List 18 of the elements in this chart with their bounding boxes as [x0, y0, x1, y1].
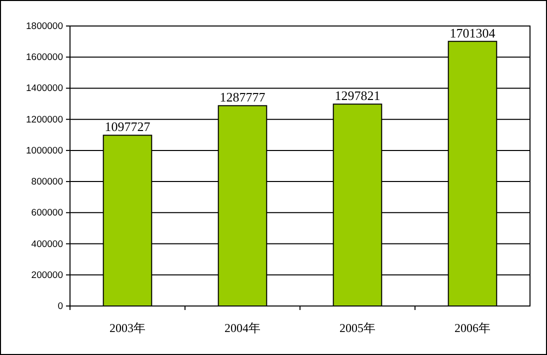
y-tick-label: 800000: [31, 176, 63, 188]
data-label: 1701304: [450, 25, 496, 40]
x-tick-label: 2005年: [340, 321, 376, 335]
x-tick-label: 2004年: [224, 321, 260, 335]
data-label: 1297821: [334, 88, 380, 104]
y-tick-label: 1400000: [26, 83, 63, 94]
y-tick-label: 1200000: [26, 114, 63, 126]
x-tick-label: 2006年: [454, 321, 490, 335]
y-tick-label: 200000: [31, 270, 63, 281]
y-tick-label: 1600000: [26, 52, 63, 64]
data-label: 1287777: [220, 90, 266, 105]
y-tick-label: 1800000: [26, 21, 63, 32]
y-tick-label: 0: [58, 301, 63, 312]
y-tick-label: 400000: [31, 238, 63, 250]
x-tick-label: 2003年: [110, 321, 146, 335]
data-label: 1097727: [104, 119, 151, 134]
y-tick-label: 1000000: [26, 145, 63, 156]
y-tick-label: 600000: [31, 208, 63, 219]
